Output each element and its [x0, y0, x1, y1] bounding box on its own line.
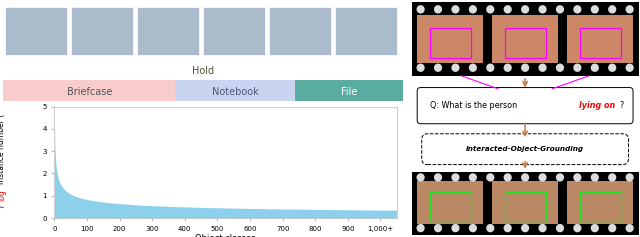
Circle shape [608, 64, 616, 72]
Circle shape [556, 173, 564, 182]
Circle shape [608, 173, 616, 182]
FancyBboxPatch shape [175, 80, 295, 101]
FancyBboxPatch shape [412, 2, 639, 76]
Circle shape [468, 5, 477, 14]
Circle shape [573, 5, 582, 14]
Circle shape [504, 64, 512, 72]
Circle shape [625, 5, 634, 14]
Circle shape [538, 173, 547, 182]
Circle shape [573, 173, 582, 182]
Circle shape [504, 5, 512, 14]
Circle shape [521, 224, 529, 232]
Circle shape [451, 64, 460, 72]
FancyBboxPatch shape [422, 134, 628, 165]
X-axis label: Object classes: Object classes [195, 234, 256, 237]
Text: log: log [0, 189, 6, 201]
Circle shape [486, 5, 494, 14]
FancyBboxPatch shape [269, 7, 332, 55]
FancyBboxPatch shape [335, 7, 397, 55]
Circle shape [434, 173, 442, 182]
FancyBboxPatch shape [137, 7, 199, 55]
FancyBboxPatch shape [567, 15, 633, 63]
Circle shape [417, 5, 425, 14]
Circle shape [434, 5, 442, 14]
Circle shape [521, 173, 529, 182]
Text: Briefcase: Briefcase [67, 87, 112, 97]
FancyBboxPatch shape [492, 181, 558, 224]
Circle shape [608, 5, 616, 14]
Circle shape [625, 64, 634, 72]
Text: Notebook: Notebook [212, 87, 259, 97]
Circle shape [417, 64, 425, 72]
FancyBboxPatch shape [3, 80, 175, 101]
Circle shape [451, 224, 460, 232]
Circle shape [556, 64, 564, 72]
FancyBboxPatch shape [417, 181, 483, 224]
Circle shape [591, 5, 599, 14]
FancyBboxPatch shape [5, 7, 67, 55]
Text: ?: ? [620, 100, 623, 109]
Circle shape [468, 64, 477, 72]
Circle shape [625, 224, 634, 232]
Circle shape [486, 64, 494, 72]
Circle shape [556, 224, 564, 232]
Circle shape [434, 224, 442, 232]
Circle shape [538, 224, 547, 232]
Text: Instance number (: Instance number ( [0, 114, 6, 184]
Circle shape [573, 224, 582, 232]
FancyBboxPatch shape [204, 7, 265, 55]
Circle shape [538, 5, 547, 14]
Circle shape [573, 64, 582, 72]
FancyBboxPatch shape [417, 15, 483, 63]
FancyBboxPatch shape [295, 80, 403, 101]
Circle shape [591, 224, 599, 232]
Text: File: File [341, 87, 357, 97]
Circle shape [608, 224, 616, 232]
Circle shape [591, 64, 599, 72]
FancyBboxPatch shape [567, 181, 633, 224]
Circle shape [538, 64, 547, 72]
Circle shape [468, 224, 477, 232]
Text: Hold: Hold [192, 66, 214, 76]
Circle shape [504, 224, 512, 232]
Circle shape [521, 64, 529, 72]
FancyBboxPatch shape [71, 7, 133, 55]
FancyBboxPatch shape [492, 15, 558, 63]
Circle shape [486, 173, 494, 182]
Circle shape [504, 173, 512, 182]
Circle shape [486, 224, 494, 232]
Circle shape [434, 64, 442, 72]
Text: lying on: lying on [579, 100, 615, 109]
FancyBboxPatch shape [417, 87, 633, 124]
Text: Interacted-Object-Grounding: Interacted-Object-Grounding [466, 146, 584, 152]
Circle shape [521, 5, 529, 14]
Circle shape [417, 224, 425, 232]
Circle shape [468, 173, 477, 182]
Circle shape [417, 173, 425, 182]
FancyBboxPatch shape [412, 172, 639, 235]
Circle shape [556, 5, 564, 14]
Circle shape [451, 173, 460, 182]
Text: Q: What is the person: Q: What is the person [429, 100, 519, 109]
Text: ): ) [0, 205, 6, 208]
Circle shape [591, 173, 599, 182]
Circle shape [625, 173, 634, 182]
Circle shape [451, 5, 460, 14]
